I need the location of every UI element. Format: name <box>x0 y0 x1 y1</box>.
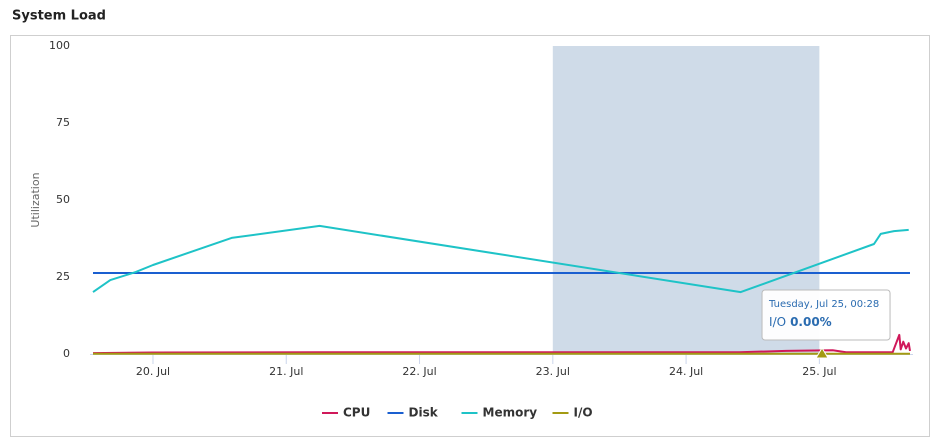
tooltip-body: I/O 0.00% <box>769 315 832 329</box>
y-tick-label: 75 <box>56 116 70 129</box>
y-tick-label: 0 <box>63 347 70 360</box>
series-line <box>92 333 911 355</box>
legend-label: CPU <box>343 406 370 420</box>
y-tick-label: 50 <box>56 193 70 206</box>
y-tick-label: 25 <box>56 270 70 283</box>
tooltip-box <box>761 289 891 341</box>
legend-label: Memory <box>483 406 538 420</box>
legend-item[interactable]: CPU <box>322 406 370 420</box>
x-tick-label: 25. Jul <box>802 365 836 378</box>
panel-title: System Load <box>12 9 106 24</box>
x-tick-label: 23. Jul <box>536 365 570 378</box>
x-tick-label: 22. Jul <box>402 365 436 378</box>
legend-label: I/O <box>574 406 593 420</box>
series-line <box>92 224 909 294</box>
x-tick-label: 24. Jul <box>669 365 703 378</box>
tooltip-header: Tuesday, Jul 25, 00:28 <box>768 299 879 310</box>
tooltip-value: 0.00% <box>790 315 832 329</box>
legend-item[interactable]: I/O <box>552 406 593 420</box>
x-tick-label: 21. Jul <box>269 365 303 378</box>
legend: CPU Disk Memory I/O <box>322 406 593 420</box>
legend-item[interactable]: Disk <box>387 406 439 420</box>
legend-item[interactable]: Memory <box>461 406 538 420</box>
x-tick-label: 20. Jul <box>136 365 170 378</box>
tooltip-series-name: I/O <box>769 315 786 329</box>
legend-label: Disk <box>409 406 439 420</box>
y-axis-label: Utilization <box>29 172 42 227</box>
hover-marker <box>815 347 829 359</box>
y-tick-label: 100 <box>49 39 70 52</box>
